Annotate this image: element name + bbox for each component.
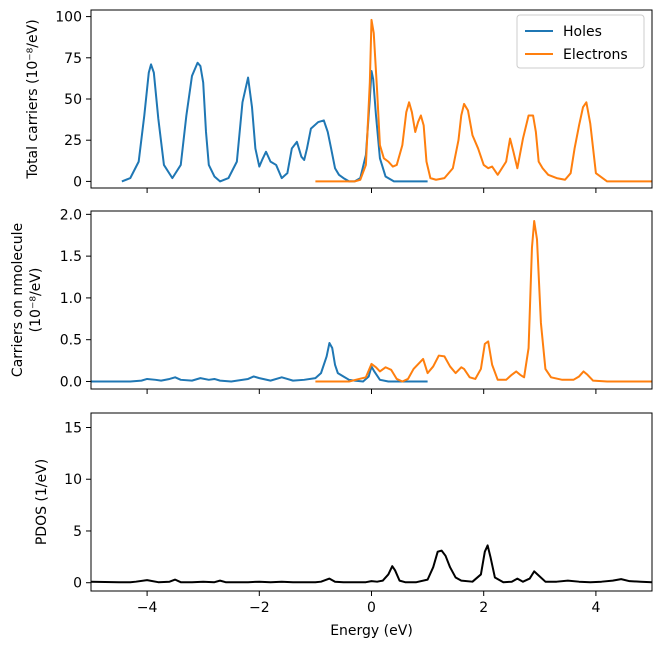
holes-line — [121, 61, 428, 183]
y-tick-label: 0.5 — [60, 333, 82, 349]
y-tick-label: 15 — [64, 420, 82, 436]
x-tick-label: 4 — [591, 600, 600, 616]
y-tick-label: 0 — [73, 576, 82, 592]
x-axis-label: Energy (eV) — [330, 623, 413, 639]
electrons-line — [315, 220, 652, 383]
axes-frame — [90, 210, 653, 390]
y-axis-label: Carriers on nmolecule (10⁻⁸/eV) — [10, 223, 44, 377]
legend-label-electrons: Electrons — [563, 47, 628, 63]
axes-frame — [90, 412, 653, 592]
x-tick-label: −2 — [249, 600, 270, 616]
legend: Holes Electrons — [516, 14, 645, 69]
y-axis-label-line: (10⁻⁸/eV) — [28, 268, 44, 333]
x-tick-label: 2 — [479, 600, 488, 616]
y-tick-label: 75 — [64, 51, 82, 67]
panel-1: 0 25 50 75 100 Total carriers (10⁻⁸/eV) Holes E… — [25, 9, 653, 193]
x-tick-label: −4 — [137, 600, 158, 616]
legend-label-holes: Holes — [563, 24, 602, 40]
y-tick-label: 0 — [73, 174, 82, 190]
y-tick-label: 2.0 — [60, 207, 82, 223]
y-tick-label: 1.0 — [60, 291, 82, 307]
y-axis-label-line: Carriers on nmolecule — [10, 223, 26, 377]
y-tick-label: 25 — [64, 133, 82, 149]
y-axis-label: Total carriers (10⁻⁸/eV) — [25, 19, 41, 179]
y-tick-label: 10 — [64, 472, 82, 488]
y-tick-label: 5 — [73, 524, 82, 540]
y-tick-label: 50 — [64, 92, 82, 108]
x-tick-label: 0 — [367, 600, 376, 616]
panel-2: 0.0 0.5 1.0 1.5 2.0 Carriers on nmolecule (10⁻… — [10, 207, 653, 394]
y-tick-label: 100 — [55, 10, 82, 26]
y-tick-label: 0.0 — [60, 374, 82, 390]
pdos-line — [91, 544, 652, 584]
holes-line — [91, 342, 428, 383]
panel-3: −4 −2 0 2 4 0 5 10 15 PDOS (1/eV) Energy (eV) — [34, 412, 653, 639]
y-axis-label: PDOS (1/eV) — [34, 459, 50, 545]
y-tick-label: 1.5 — [60, 249, 82, 265]
electrons-line — [315, 18, 652, 183]
